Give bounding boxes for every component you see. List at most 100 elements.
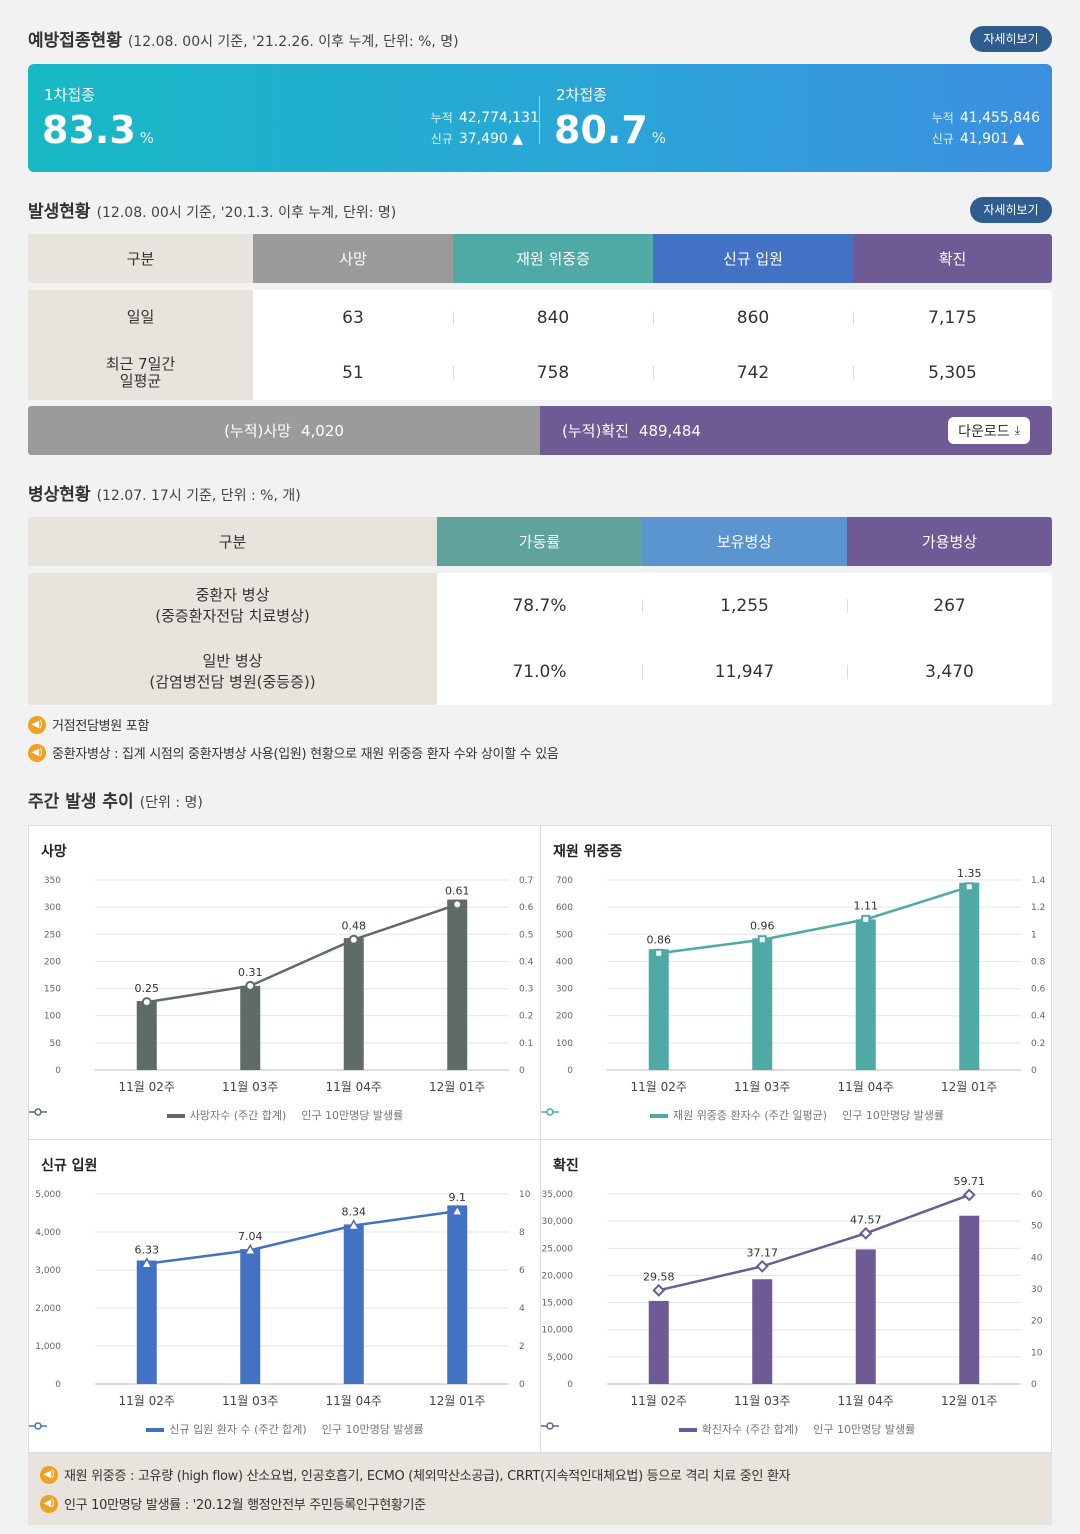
bar	[240, 1249, 261, 1384]
data-label: 29.58	[643, 1270, 675, 1283]
line-point	[755, 1259, 769, 1273]
cumulative-deaths-label: (누적)사망	[224, 422, 291, 440]
chart-legend: 확진자수 (주간 합계) 인구 10만명당 발생률	[541, 1421, 1053, 1437]
table-cell: 11,947	[642, 639, 847, 705]
bar	[136, 1001, 157, 1070]
chart-svg: 0 5,000 10,000 15,000 20,000 25,000 30,000 35,0…	[542, 1175, 1043, 1408]
y2-tick-label: 6	[519, 1266, 525, 1276]
x-tick-label: 11월 02주	[631, 1080, 687, 1094]
y-tick-label: 1,000	[35, 1342, 61, 1352]
line-point	[859, 1226, 873, 1240]
y2-tick-label: 0.3	[519, 985, 533, 995]
bar	[959, 1215, 980, 1384]
bar	[855, 919, 876, 1070]
x-tick-label: 11월 03주	[734, 1394, 790, 1408]
first-dose-rate: 83.3%	[42, 108, 155, 152]
col-header: 확진	[853, 234, 1052, 283]
y2-tick-label: 20	[1031, 1317, 1043, 1327]
second-dose-block: 2차접종 80.7% 누적 41,455,846 신규 41,901 ▲	[540, 64, 1040, 172]
x-tick-label: 11월 02주	[119, 1080, 175, 1094]
speaker-icon: ◀)	[40, 1465, 58, 1484]
section-title: 주간 발생 추이	[28, 792, 134, 812]
occurrence-more-button[interactable]: 자세히보기	[970, 197, 1052, 223]
cumulative-confirmed: (누적)확진 489,484 다운로드 ⤓	[540, 406, 1052, 455]
legend-label: 인구 10만명당 발생률	[301, 1109, 404, 1122]
vaccination-header: 예방접종현황 (12.08. 00시 기준, '21.2.26. 이후 누계, …	[28, 26, 459, 51]
y-tick-label: 35,000	[542, 1190, 574, 1200]
y-tick-label: 200	[556, 1012, 573, 1022]
col-header: 재원 위중증	[453, 234, 653, 283]
x-tick-label: 11월 03주	[222, 1394, 278, 1408]
section-title: 발생현황	[28, 202, 91, 222]
x-tick-label: 11월 04주	[838, 1394, 894, 1408]
y2-tick-label: 60	[1031, 1190, 1043, 1200]
table-cell: 1,255	[642, 573, 847, 639]
download-icon: ⤓	[1014, 423, 1020, 437]
cumulative-confirmed-label: (누적)확진	[562, 422, 629, 440]
first-dose-stats: 누적 42,774,131 신규 37,490 ▲	[430, 110, 539, 147]
y-tick-label: 500	[556, 930, 573, 940]
speaker-icon: ◀)	[28, 743, 46, 762]
y2-tick-label: 1	[1031, 930, 1037, 940]
bar	[447, 1205, 468, 1384]
y2-tick-label: 10	[519, 1190, 531, 1200]
y-tick-label: 3,000	[35, 1266, 61, 1276]
table-cell: 758	[453, 345, 653, 400]
table-cell: 840	[453, 290, 653, 345]
vaccination-more-button[interactable]: 자세히보기	[970, 26, 1052, 52]
occurrence-header: 발생현황 (12.08. 00시 기준, '20.1.3. 이후 누계, 단위:…	[28, 197, 396, 222]
y2-tick-label: 0.1	[519, 1039, 533, 1049]
line-point	[652, 1283, 666, 1297]
y2-tick-label: 0.6	[519, 903, 534, 913]
section-subtitle: (단위 : 명)	[139, 795, 203, 811]
download-button[interactable]: 다운로드 ⤓	[948, 417, 1030, 444]
legend-label: 신규 입원 환자 수 (주간 합계)	[169, 1423, 307, 1436]
line-point	[140, 1257, 154, 1269]
section-title: 예방접종현황	[28, 31, 122, 51]
cumulative-bar: (누적)사망 4,020 (누적)확진 489,484 다운로드 ⤓	[28, 406, 1052, 455]
cumulative-confirmed-value: 489,484	[638, 421, 701, 440]
occurrence-table-header: 구분 사망 재원 위중증 신규 입원 확진	[28, 234, 1052, 283]
y2-tick-label: 50	[1031, 1222, 1043, 1232]
y-tick-label: 30,000	[542, 1217, 574, 1227]
chart-confirmed: 확진 0 5,000 10,000 15,000 20,000 25,000 30,000 3…	[541, 1140, 1053, 1454]
first-dose-cumulative: 42,774,131	[458, 110, 539, 126]
download-label: 다운로드	[958, 423, 1010, 440]
bar	[648, 1300, 669, 1384]
x-tick-label: 12월 01주	[429, 1080, 485, 1094]
chart-critical: 재원 위중증 0 100 200 300 400 500 600 700 0 0.2 0.4 0.6 0…	[541, 826, 1053, 1140]
series-line	[146, 1209, 458, 1265]
second-dose-stats: 누적 41,455,846 신규 41,901 ▲	[931, 110, 1040, 147]
occurrence-table-body: 일일 63 840 860 7,175 최근 7일간 일평균 51 758 74…	[28, 290, 1052, 400]
y-tick-label: 5,000	[547, 1353, 573, 1363]
y2-tick-label: 2	[519, 1342, 525, 1352]
y2-tick-label: 0	[519, 1066, 525, 1076]
beds-table-body: 중환자 병상 (중증환자전담 치료병상) 78.7% 1,255 267 일반 병…	[28, 573, 1052, 705]
first-dose-new: 37,490 ▲	[458, 131, 524, 147]
table-cell: 860	[653, 290, 853, 345]
chart-title: 재원 위중증	[553, 844, 623, 860]
table-cell: 5,305	[853, 345, 1052, 400]
row-label: 중환자 병상 (중증환자전담 치료병상)	[28, 573, 437, 639]
x-tick-label: 11월 02주	[119, 1394, 175, 1408]
chart-legend: 재원 위중증 환자수 (주간 일평균) 인구 10만명당 발생률	[541, 1107, 1053, 1123]
line-point	[654, 948, 664, 958]
y-tick-label: 150	[44, 985, 61, 995]
y-tick-label: 0	[55, 1066, 61, 1076]
y2-tick-label: 1.2	[1031, 903, 1045, 913]
first-dose-label: 1차접종	[44, 86, 95, 104]
data-label: 1.35	[957, 867, 982, 880]
table-cell: 71.0%	[512, 662, 567, 682]
line-point	[245, 980, 256, 991]
y-tick-label: 5,000	[35, 1190, 61, 1200]
bar	[136, 1260, 157, 1384]
col-header: 가용병상	[847, 517, 1052, 566]
bar	[648, 949, 669, 1070]
line-point	[861, 914, 871, 924]
footnote: ◀) 재원 위중증 : 고유량 (high flow) 산소요법, 인공호흡기,…	[40, 1465, 791, 1484]
bar	[447, 899, 468, 1070]
line-point	[348, 934, 359, 945]
table-row: 일일 63 840 860 7,175	[28, 290, 1052, 345]
chart-legend: 신규 입원 환자 수 (주간 합계) 인구 10만명당 발생률	[29, 1421, 541, 1437]
y2-tick-label: 0.5	[519, 930, 533, 940]
